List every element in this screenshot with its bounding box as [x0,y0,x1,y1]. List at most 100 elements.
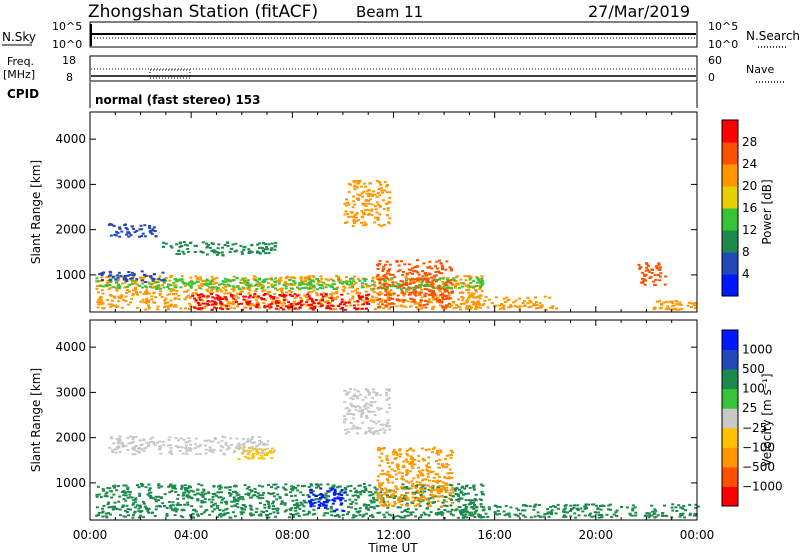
velocity-echo-cell [609,508,613,511]
power-echo-cell [145,299,149,302]
power-echo-cell [255,301,259,304]
power-echo-cell [403,282,407,285]
power-echo-cell [643,283,647,286]
velocity-echo-cell [447,497,451,500]
velocity-echo-cell [243,450,247,453]
power-echo-cell [217,297,221,300]
velocity-echo-cell [683,516,687,519]
power-echo-cell [303,282,307,285]
power-echo-cell [348,283,352,286]
power-echo-cell [153,230,157,233]
velocity-echo-cell [180,446,184,449]
velocity-echo-cell [249,496,253,499]
velocity-echo-cell [224,508,228,511]
velocity-echo-cell [414,491,418,494]
velocity-echo-cell [233,500,237,503]
power-echo-cell [474,307,478,310]
velocity-echo-cell [318,497,322,499]
power-echo-cell [113,304,117,307]
velocity-echo-cell [237,458,241,460]
velocity-echo-cell [130,496,134,499]
colorbar-swatch [722,408,738,429]
velocity-echo-cell [445,505,449,507]
power-echo-cell [216,294,220,297]
power-echo-cell [391,273,395,276]
power-echo-cell [110,223,114,226]
velocity-echo-cell [211,493,215,495]
power-echo-cell [688,301,691,304]
velocity-echo-cell [381,423,385,426]
velocity-echo-cell [419,500,423,503]
power-echo-cell [335,292,339,295]
power-echo-cell [151,279,155,282]
velocity-echo-cell [285,509,288,512]
velocity-echo-cell [185,453,189,456]
power-echo-cell [518,297,522,300]
power-echo-cell [311,308,315,311]
velocity-echo-cell [375,488,379,491]
power-echo-cell [428,272,431,275]
velocity-echo-cell [352,424,356,427]
power-echo-cell [357,199,360,201]
velocity-echo-cell [547,515,551,518]
power-echo-cell [287,301,291,304]
power-echo-cell [239,281,243,284]
velocity-echo-cell [473,499,476,502]
velocity-echo-cell [532,508,536,511]
velocity-echo-cell [332,484,336,487]
power-echo-cell [417,302,421,305]
velocity-echo-cell [570,508,573,510]
velocity-echo-region [108,435,270,456]
power-echo-cell [655,265,658,268]
velocity-echo-cell [180,486,184,489]
velocity-echo-cell [333,493,337,496]
power-echo-cell [345,281,349,284]
velocity-echo-cell [463,487,467,490]
velocity-echo-cell [272,505,275,508]
velocity-echo-cell [462,516,465,519]
velocity-echo-cell [128,491,132,493]
velocity-echo-cell [566,511,569,514]
power-echo-cell [474,305,478,308]
velocity-echo-cell [393,470,397,473]
power-echo-cell [191,293,195,296]
power-echo-cell [262,298,266,300]
power-echo-cell [180,280,184,283]
velocity-echo-cell [258,497,262,500]
velocity-echo-cell [473,510,477,513]
power-echo-cell [168,293,171,296]
velocity-echo-cell [587,503,591,506]
power-echo-cell [390,297,394,300]
velocity-echo-cell [371,493,375,496]
velocity-echo-cell [386,421,390,424]
velocity-echo-cell [281,486,285,489]
velocity-echo-cell [473,498,477,500]
velocity-echo-cell [271,508,275,510]
velocity-echo-cell [259,454,263,457]
power-echo-cell [468,285,472,288]
velocity-echo-cell [313,501,317,504]
velocity-echo-cell [385,491,389,494]
power-echo-cell [637,263,641,266]
velocity-echo-cell [502,510,506,513]
power-echo-cell [299,277,303,280]
time-tick-label: 12:00 [376,528,411,542]
velocity-echo-cell [419,494,423,496]
velocity-echo-cell [615,514,619,517]
velocity-echo-cell [574,516,577,519]
power-echo-cell [167,287,171,290]
velocity-echo-cell [194,437,198,440]
velocity-echo-cell [400,477,404,480]
power-echo-cell [466,305,470,308]
power-echo-cell [390,277,394,280]
power-echo-cell [142,301,146,304]
velocity-echo-cell [387,388,391,391]
power-echo-cell [406,300,410,303]
power-echo-cell [479,286,483,289]
velocity-echo-cell [295,499,299,502]
power-echo-cell [159,287,162,290]
velocity-echo-cell [227,445,231,448]
colorbar-swatch [722,466,738,487]
power-echo-cell [361,299,365,302]
velocity-echo-cell [235,437,239,440]
